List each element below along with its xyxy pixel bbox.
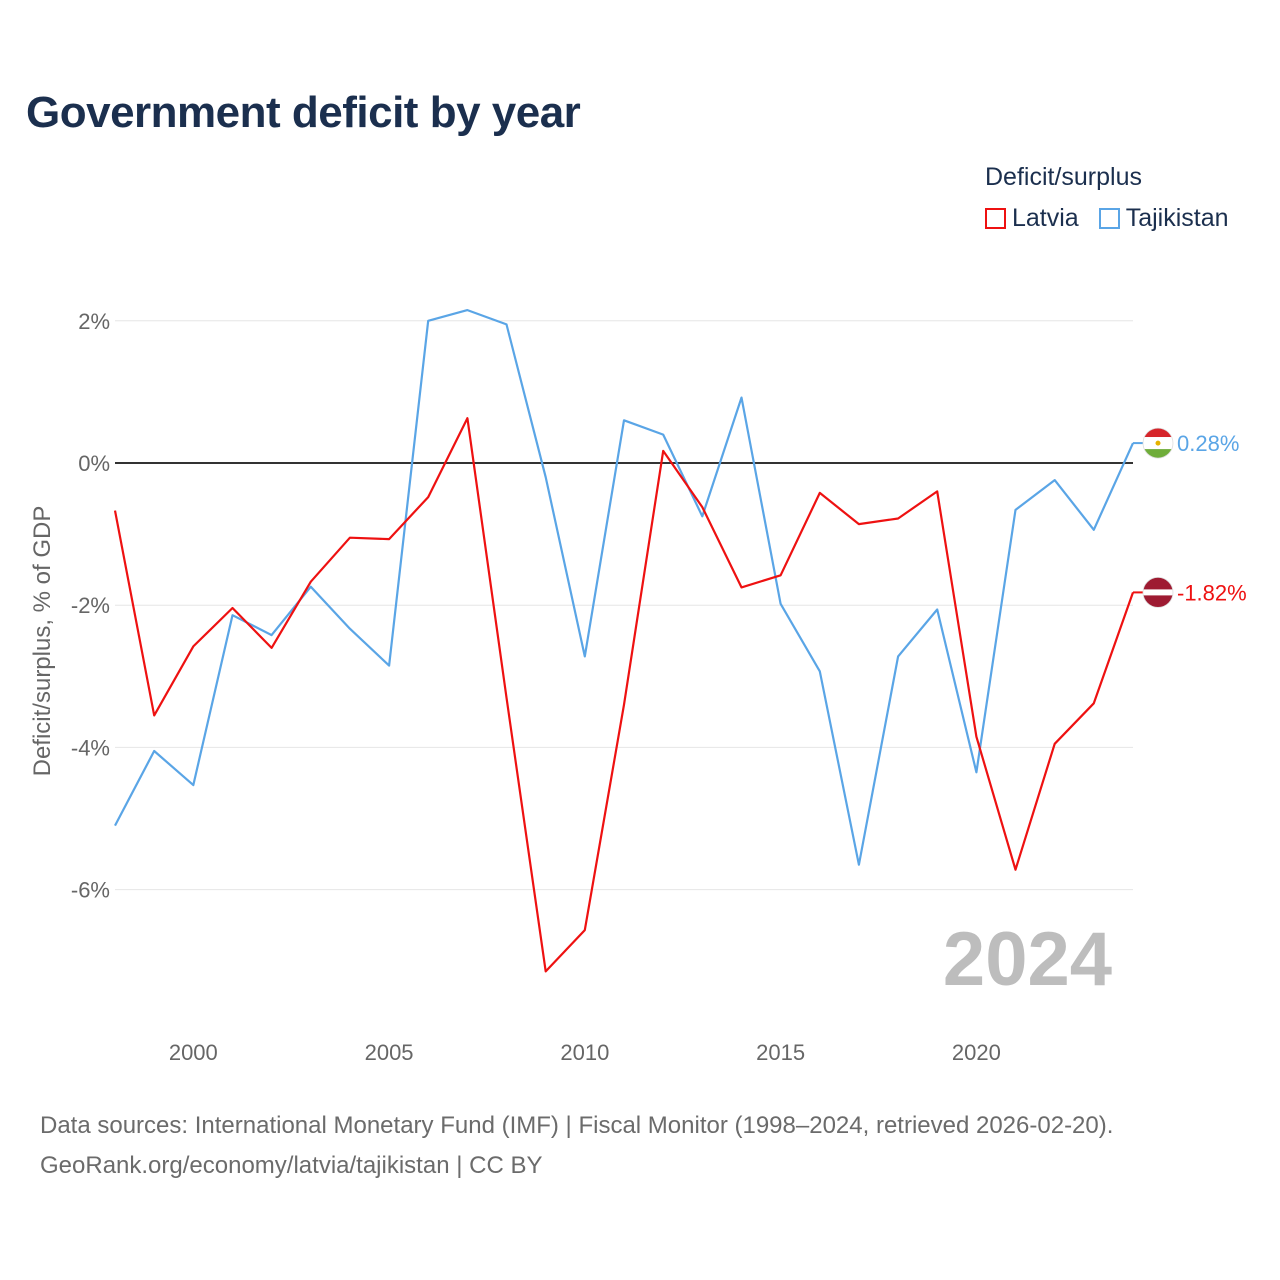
end-value-label-tajikistan: 0.28% xyxy=(1177,431,1239,456)
end-value-label-latvia: -1.82% xyxy=(1177,580,1247,605)
y-tick-label: -6% xyxy=(71,878,110,903)
legend-title: Deficit/surplus xyxy=(985,163,1142,191)
x-tick-label: 2010 xyxy=(560,1040,609,1065)
y-tick-label: 0% xyxy=(78,451,110,476)
x-tick-label: 2020 xyxy=(952,1040,1001,1065)
legend-swatch-tajikistan xyxy=(1098,208,1120,229)
legend-label-tajikistan: Tajikistan xyxy=(1125,204,1229,232)
legend: Latvia Tajikistan xyxy=(985,204,1229,233)
y-tick-label: -4% xyxy=(71,735,110,760)
source-note: Data sources: International Monetary Fun… xyxy=(40,1106,1113,1186)
source-line-1: Data sources: International Monetary Fun… xyxy=(40,1112,1114,1139)
legend-label-latvia: Latvia xyxy=(1012,204,1079,232)
chart-title: Government deficit by year xyxy=(26,88,581,137)
tajikistan-flag-icon xyxy=(1142,427,1174,459)
x-tick-label: 2000 xyxy=(169,1040,218,1065)
y-axis-label: Deficit/surplus, % of GDP xyxy=(29,506,56,777)
legend-swatch-latvia xyxy=(985,208,1006,229)
latvia-flag-icon xyxy=(1142,577,1174,608)
source-line-2[interactable]: GeoRank.org/economy/latvia/tajikistan | … xyxy=(40,1152,543,1179)
legend-item-latvia[interactable]: Latvia xyxy=(985,204,1079,233)
legend-item-tajikistan[interactable]: Tajikistan xyxy=(1098,204,1229,233)
x-tick-label: 2005 xyxy=(365,1040,414,1065)
y-tick-label: -2% xyxy=(71,593,110,618)
y-tick-label: 2% xyxy=(78,309,110,334)
series-line-latvia[interactable] xyxy=(113,417,1135,973)
series-line-tajikistan[interactable] xyxy=(114,309,1135,866)
x-tick-label: 2015 xyxy=(756,1040,805,1065)
year-watermark: 2024 xyxy=(943,917,1112,1002)
